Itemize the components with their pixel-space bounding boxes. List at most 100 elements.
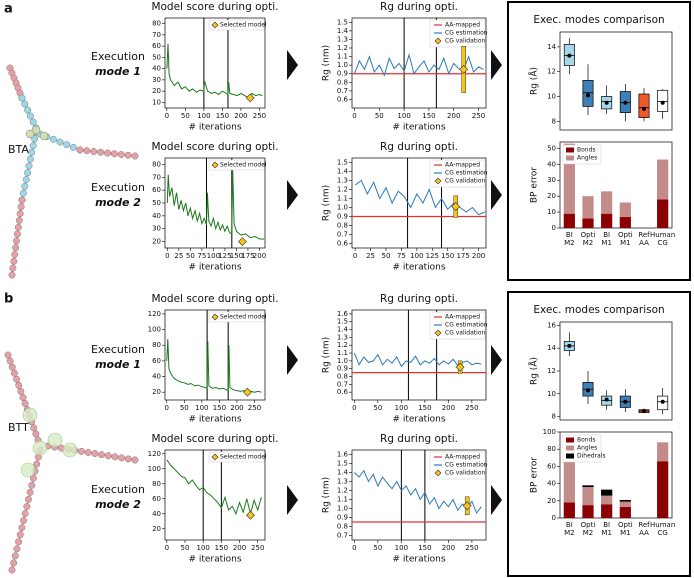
x-tick-label: Ref [638,521,650,529]
y-tick-label: 0.6 [337,240,349,248]
diamond [462,501,472,511]
y-tick-label: 30 [152,225,161,233]
y-tick-label: 10 [547,390,556,398]
bead [15,381,23,389]
x-tick-label: M2 [564,239,575,247]
bead [13,375,21,383]
y-tick-label: 0.8 [337,373,348,381]
x-tick-label: 200 [442,544,455,552]
legend-label: CG validation [445,38,485,45]
bar-segment [563,444,575,503]
x-tick-label: 150 [230,252,243,260]
y-tick-label: 1.5 [337,18,348,26]
x-tick-label: AA [639,529,649,537]
chart-title: Rg during opti. [380,1,458,13]
plot-frame [164,17,266,109]
bead [8,566,16,574]
x-tick-label: 75 [397,252,406,260]
x-tick-label: 0 [352,404,356,412]
bead [22,176,30,184]
bead [4,351,12,359]
bead [90,148,98,155]
arrow [491,50,502,80]
y-tick-label: 100 [148,465,161,473]
bead [83,147,91,155]
mean [567,53,572,58]
bead [12,244,20,252]
bar-segment [582,485,594,488]
y-tick-label: 50 [152,53,161,61]
x-tick-label: M2 [564,529,575,537]
x-tick-label: 0 [165,544,169,552]
bar-segment [619,501,631,507]
bead [11,251,19,258]
y-tick-label: 10 [547,208,556,216]
bead [84,449,92,456]
x-tick-label: AA [639,239,649,247]
x-tick-label: 0 [353,252,357,260]
mean [604,100,609,105]
x-tick-label: 250 [465,404,478,412]
x-axis-label: # iterations [392,263,445,273]
legend-label: CG estimation [445,30,488,37]
y-tick-label: 60 [152,42,161,50]
x-tick-label: Human [650,521,675,529]
y-axis-label: Rg (Å) [528,357,540,385]
mean [660,100,665,105]
y-tick-label: 1.1 [337,53,348,61]
bead [19,189,27,197]
y-axis-label: BP error [530,167,540,204]
bead [26,155,34,163]
bar-segment [619,506,631,518]
bead [13,237,20,245]
legend-marker [211,21,219,29]
x-tick-label: 50 [181,544,190,552]
bead [29,142,37,150]
x-tick-label: 100 [395,544,408,552]
x-tick-label: BI [566,231,573,239]
bead [25,129,35,139]
bead [15,217,23,224]
x-tick-label: 150 [418,544,431,552]
legend-marker [211,161,219,169]
x-axis-label: # iterations [392,555,445,565]
y-axis-label: Rg (nm) [322,477,332,513]
y-tick-label: 20 [152,238,161,246]
y-tick-label: 70 [152,173,161,181]
y-tick-label: 60 [152,186,161,194]
legend-label: CG estimation [445,462,488,469]
bead [76,146,84,154]
y-tick-label: 1.5 [337,318,348,326]
x-tick-label: 50 [181,112,190,120]
legend-box [208,19,265,31]
x-tick-label: 75 [197,252,206,260]
y-tick-label: 50 [152,199,161,207]
x-tick-label: M1 [601,529,612,537]
x-tick-label: M1 [620,529,631,537]
mean [642,106,646,111]
arrow [491,485,502,515]
x-tick-label: 50 [180,404,189,412]
bead [21,510,29,517]
bar-segment [601,495,613,505]
arrow [491,345,502,375]
y-tick-label: 10 [152,98,161,106]
y-tick-label: 1.2 [337,186,348,194]
bead [21,400,29,408]
diamond [451,202,461,212]
mode-label: mode 1 [95,358,141,371]
bar-segment [619,202,631,217]
bead [15,538,23,546]
y-tick-label: 20 [547,497,556,505]
mean [567,343,572,348]
legend-label: Selected model [220,22,267,29]
y-tick-label: 8 [552,413,556,421]
x-tick-label: 200 [230,404,243,412]
x-tick-label: Human [650,231,675,239]
x-tick-label: Opti [581,231,596,239]
x-tick-label: Ref [638,231,650,239]
x-tick-label: 50 [186,252,195,260]
legend-label: AA-mapped [445,454,480,461]
legend-label: Bonds [577,437,596,444]
y-tick-label: 12 [547,68,556,76]
